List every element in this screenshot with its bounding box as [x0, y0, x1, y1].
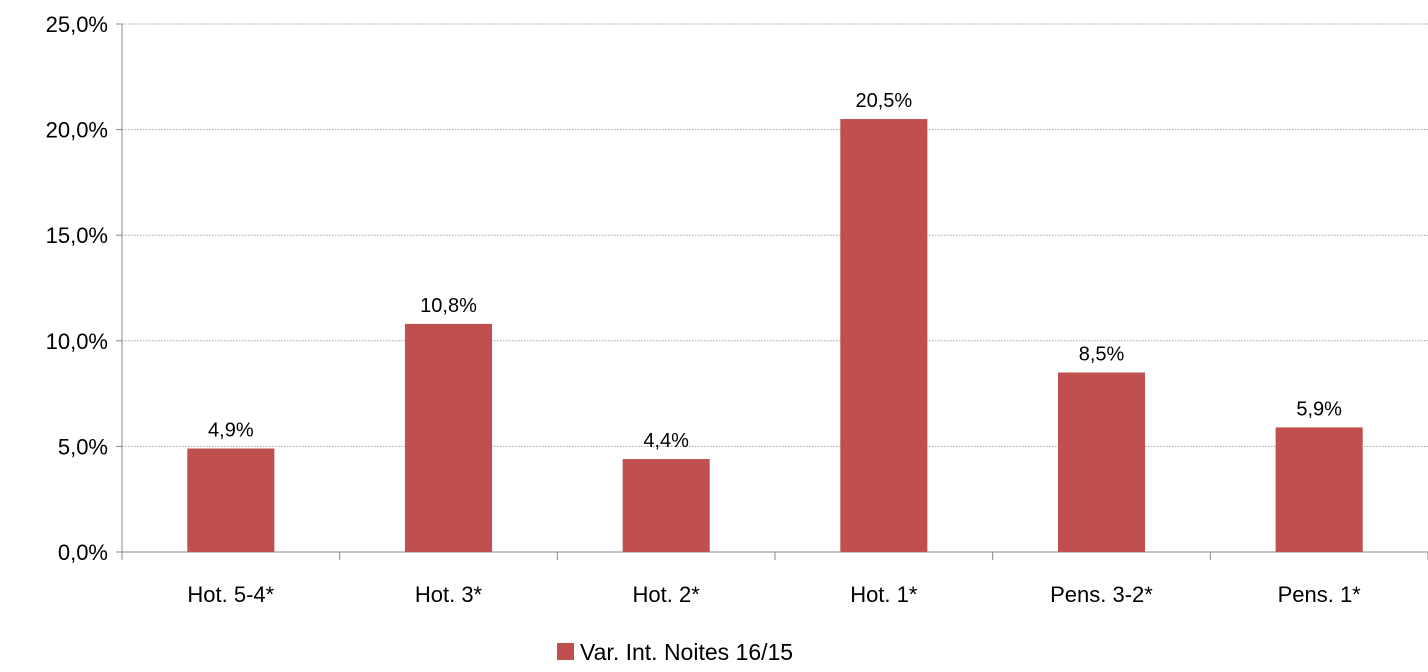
x-category-label: Hot. 5-4* — [187, 582, 274, 607]
bar-2 — [622, 459, 710, 552]
bars — [187, 119, 1363, 552]
data-label-3: 20,5% — [855, 90, 912, 112]
x-category-label: Pens. 3-2* — [1050, 582, 1153, 607]
bar-3 — [840, 119, 928, 552]
gridlines — [122, 23, 1428, 447]
data-label-4: 8,5% — [1079, 343, 1125, 365]
y-tick-label: 15,0% — [46, 223, 108, 248]
x-category-label: Hot. 1* — [850, 582, 918, 607]
x-category-label: Pens. 1* — [1278, 582, 1362, 607]
bar-4 — [1057, 372, 1146, 552]
data-label-2: 4,4% — [643, 430, 689, 452]
legend-swatch — [557, 643, 574, 660]
y-tick-label: 20,0% — [46, 118, 108, 143]
axes: 0,0% 5,0% 10,0% 15,0% 20,0% 25,0% Hot. 5-4* Hot… — [46, 12, 1428, 607]
data-labels: 4,9% 10,8% 4,4% 20,5% 8,5% 5,9% — [208, 90, 1342, 452]
x-category-label: Hot. 2* — [633, 582, 701, 607]
y-tick-label: 25,0% — [46, 12, 108, 37]
data-label-0: 4,9% — [208, 420, 254, 442]
data-label-1: 10,8% — [420, 295, 477, 317]
bar-5 — [1275, 427, 1363, 552]
bar-1 — [404, 323, 493, 552]
bar-0 — [187, 448, 275, 552]
legend-label: Var. Int. Noites 16/15 — [580, 639, 793, 665]
y-tick-label: 0,0% — [58, 540, 108, 565]
x-category-label: Hot. 3* — [415, 582, 483, 607]
legend: Var. Int. Noites 16/15 — [557, 639, 793, 665]
y-tick-label: 10,0% — [46, 329, 108, 354]
y-tick-label: 5,0% — [58, 434, 108, 459]
data-label-5: 5,9% — [1296, 398, 1342, 420]
